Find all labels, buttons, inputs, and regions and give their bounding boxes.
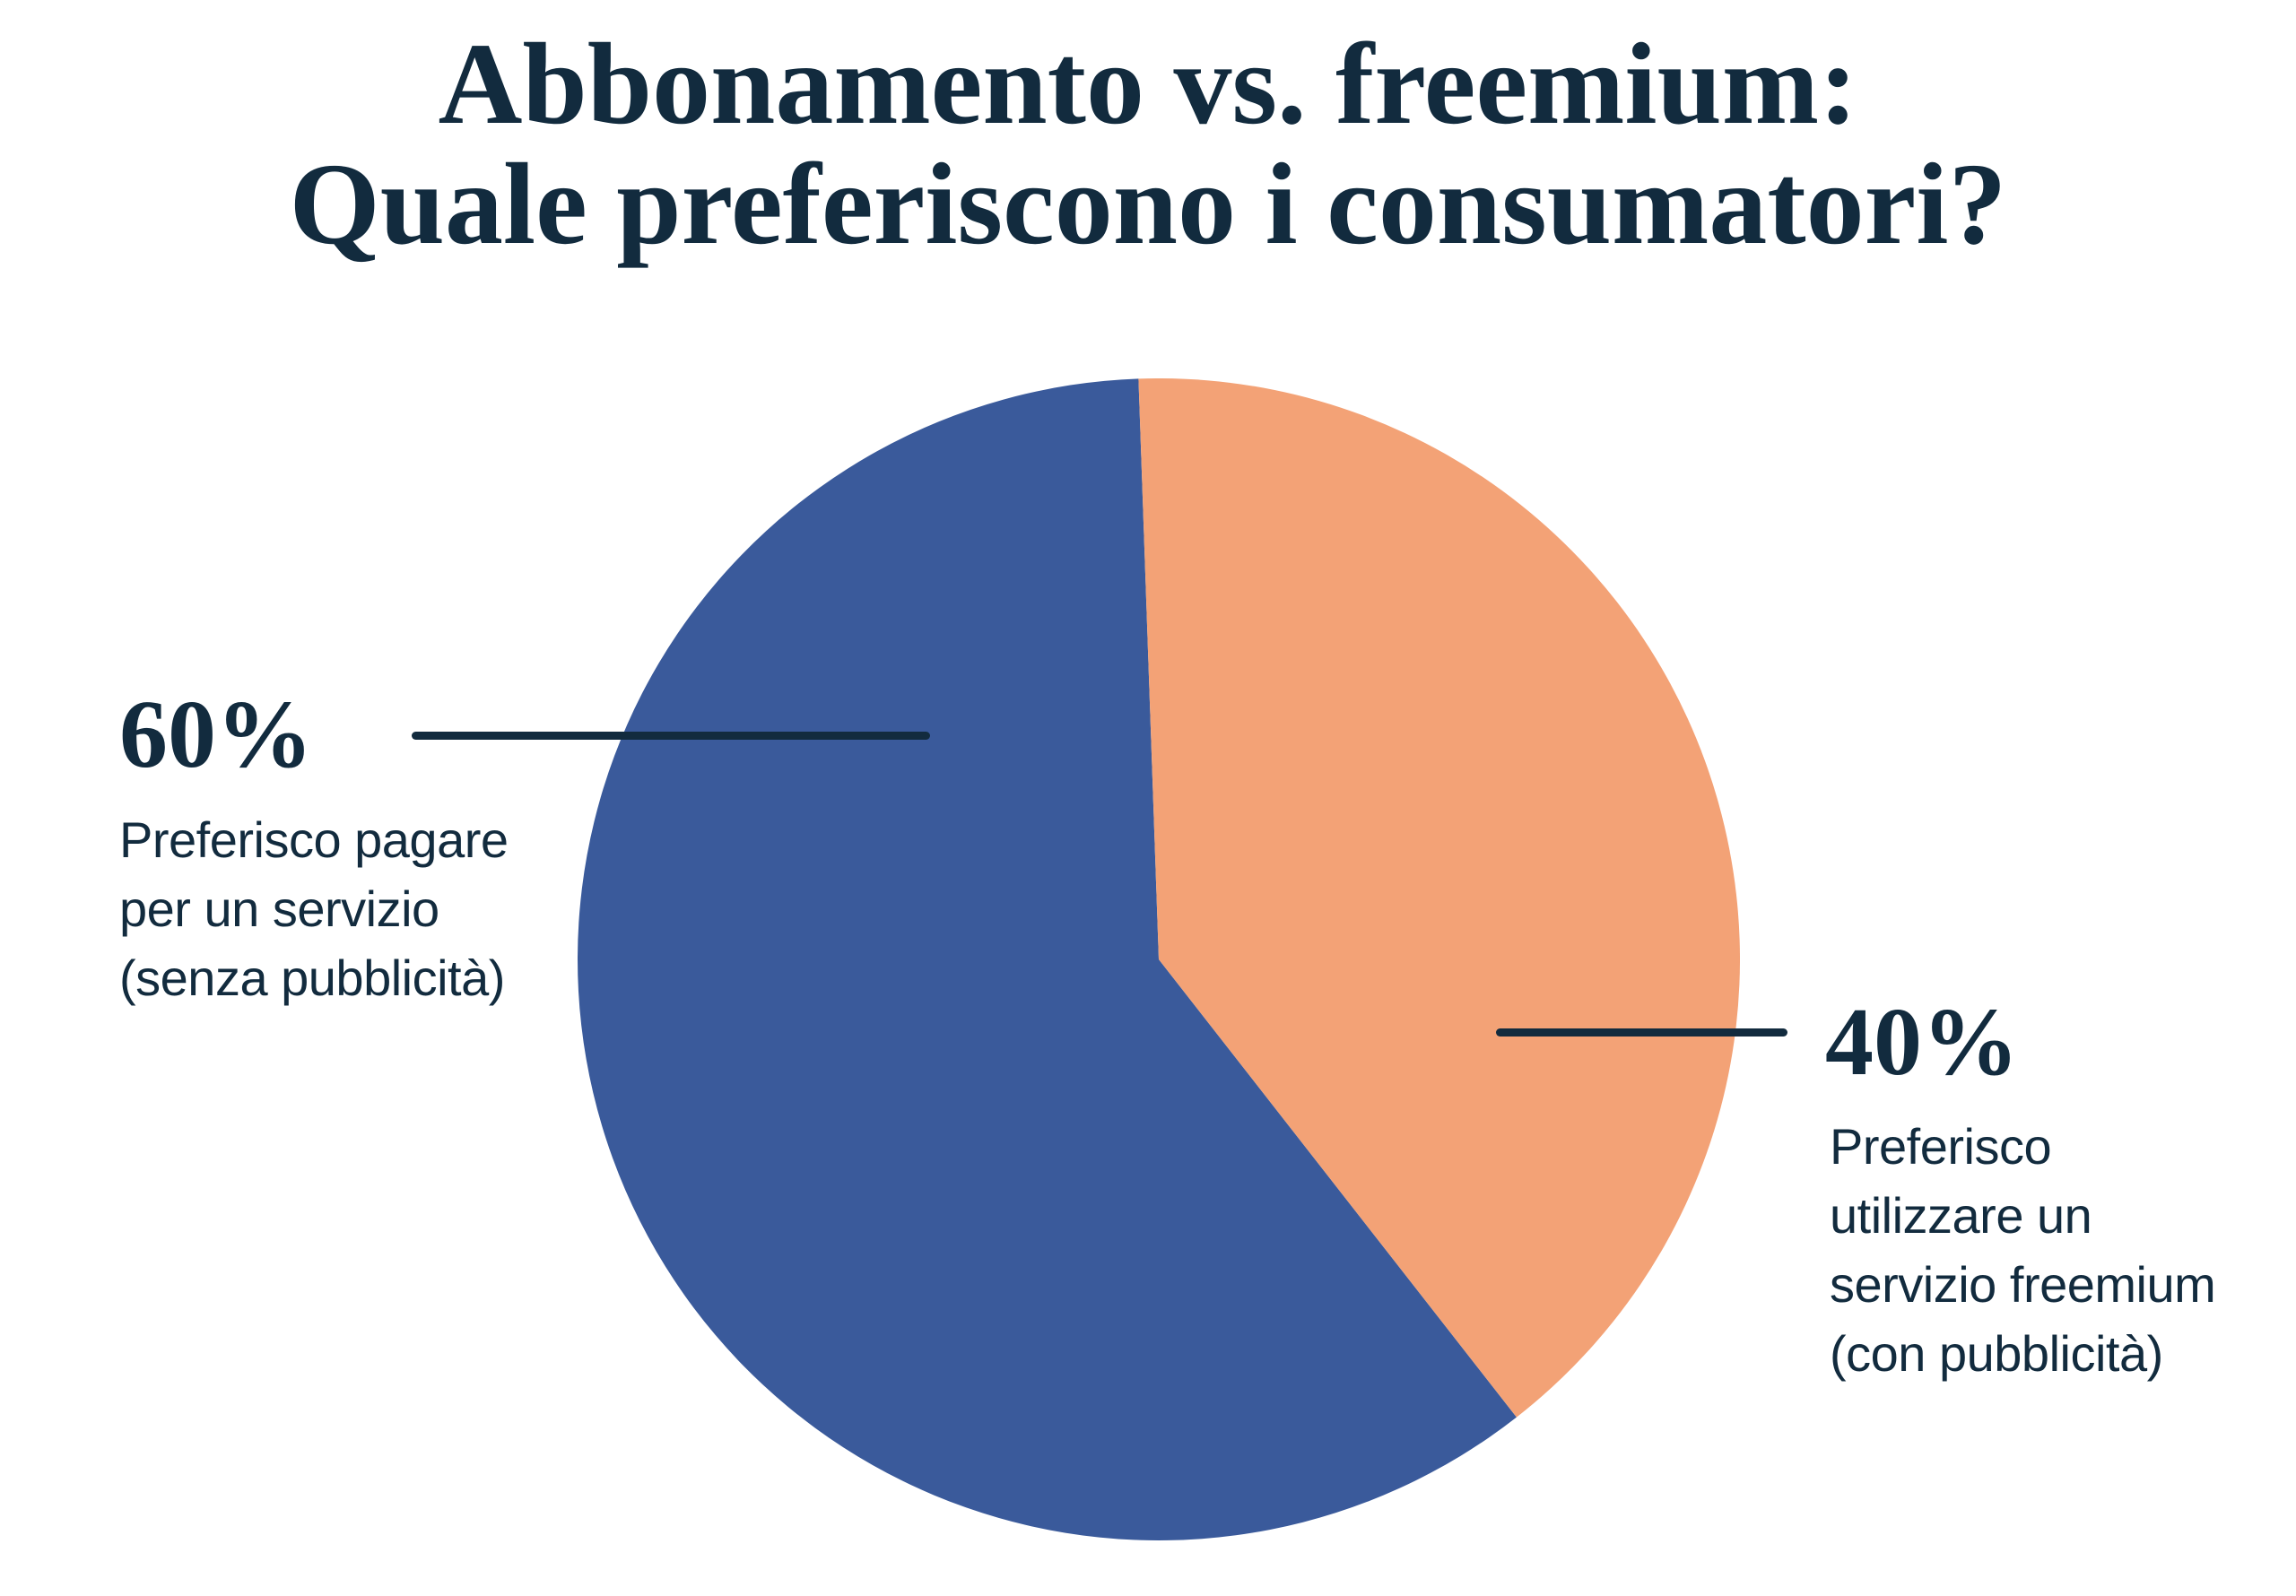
slice-label-subscription-line1: Preferisco pagare	[119, 811, 509, 868]
slice-label-freemium-line1: Preferisco	[1830, 1118, 2052, 1175]
pie-slice-freemium-40pct	[1138, 378, 1740, 1418]
percent-label-freemium: 40%	[1825, 989, 2019, 1096]
slice-label-subscription-line3: (senza pubblicità)	[119, 950, 505, 1006]
slice-label-freemium-line4: (con pubblicità)	[1830, 1325, 2163, 1382]
chart-title: Abbonamento vs. freemium: Quale preferisc…	[0, 24, 2296, 265]
slice-label-subscription-line2: per un servizio	[119, 880, 439, 937]
pie-chart	[578, 378, 1740, 1540]
chart-title-line2: Quale preferiscono i consumatori?	[289, 140, 2007, 269]
pie-slice-subscription-60pct	[578, 378, 1517, 1540]
slice-label-freemium-line3: servizio freemium	[1830, 1256, 2216, 1313]
percent-label-subscription: 60%	[119, 681, 313, 788]
slice-label-subscription: Preferisco pagare per un servizio (senza…	[119, 805, 509, 1012]
slice-label-freemium: Preferisco utilizzare un servizio freemi…	[1830, 1112, 2216, 1388]
chart-title-line1: Abbonamento vs. freemium:	[438, 20, 1858, 149]
callout-line-freemium	[1496, 1028, 1787, 1037]
callout-line-subscription	[412, 732, 930, 740]
slice-label-freemium-line2: utilizzare un	[1830, 1187, 2092, 1244]
